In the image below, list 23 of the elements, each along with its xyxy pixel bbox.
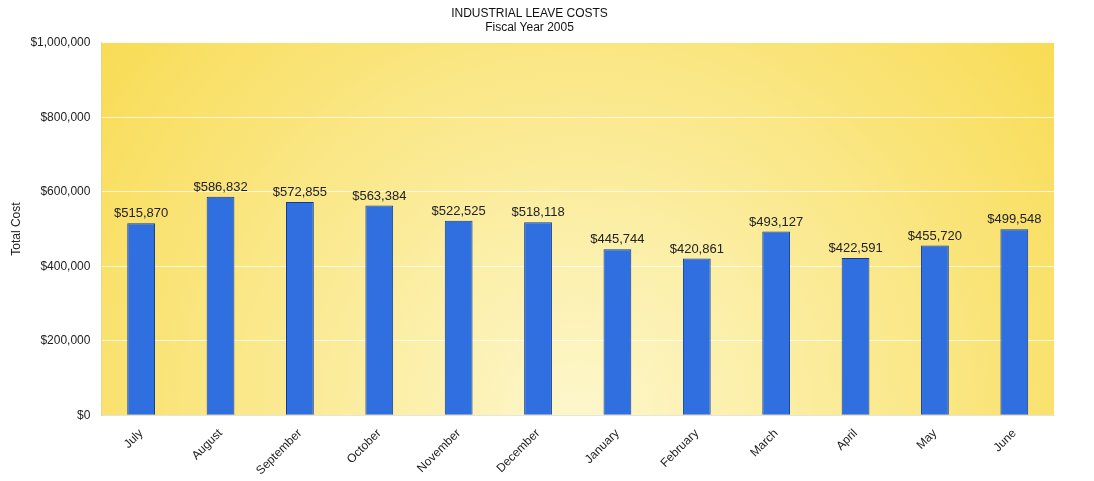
data-label: $518,118 bbox=[511, 204, 565, 220]
data-label: $572,855 bbox=[272, 183, 328, 199]
data-label: $522,525 bbox=[431, 202, 486, 218]
data-label: $563,384 bbox=[352, 187, 407, 203]
data-label: $422,591 bbox=[828, 239, 883, 255]
data-label: $493,127 bbox=[749, 213, 804, 229]
data-label: $586,832 bbox=[193, 178, 248, 194]
data-label: $445,744 bbox=[590, 231, 645, 247]
data-label: $499,548 bbox=[987, 211, 1042, 227]
y-tick-label: $200,000 bbox=[40, 333, 91, 348]
y-tick-label: $0 bbox=[77, 407, 91, 422]
x-tick-label: July bbox=[120, 425, 146, 451]
chart-title: INDUSTRIAL LEAVE COSTS bbox=[451, 5, 608, 20]
data-label: $455,720 bbox=[907, 227, 963, 243]
x-tick-label: May bbox=[913, 425, 940, 452]
y-axis-title: Total Cost bbox=[8, 201, 23, 256]
data-label: $515,870 bbox=[114, 205, 169, 221]
y-tick-label: $400,000 bbox=[40, 258, 91, 273]
y-tick-label: $800,000 bbox=[40, 109, 91, 124]
data-label: $420,861 bbox=[669, 240, 724, 256]
y-tick-label: $600,000 bbox=[40, 184, 91, 199]
chart-subtitle: Fiscal Year 2005 bbox=[485, 19, 575, 34]
y-tick-label: $1,000,000 bbox=[30, 35, 91, 50]
